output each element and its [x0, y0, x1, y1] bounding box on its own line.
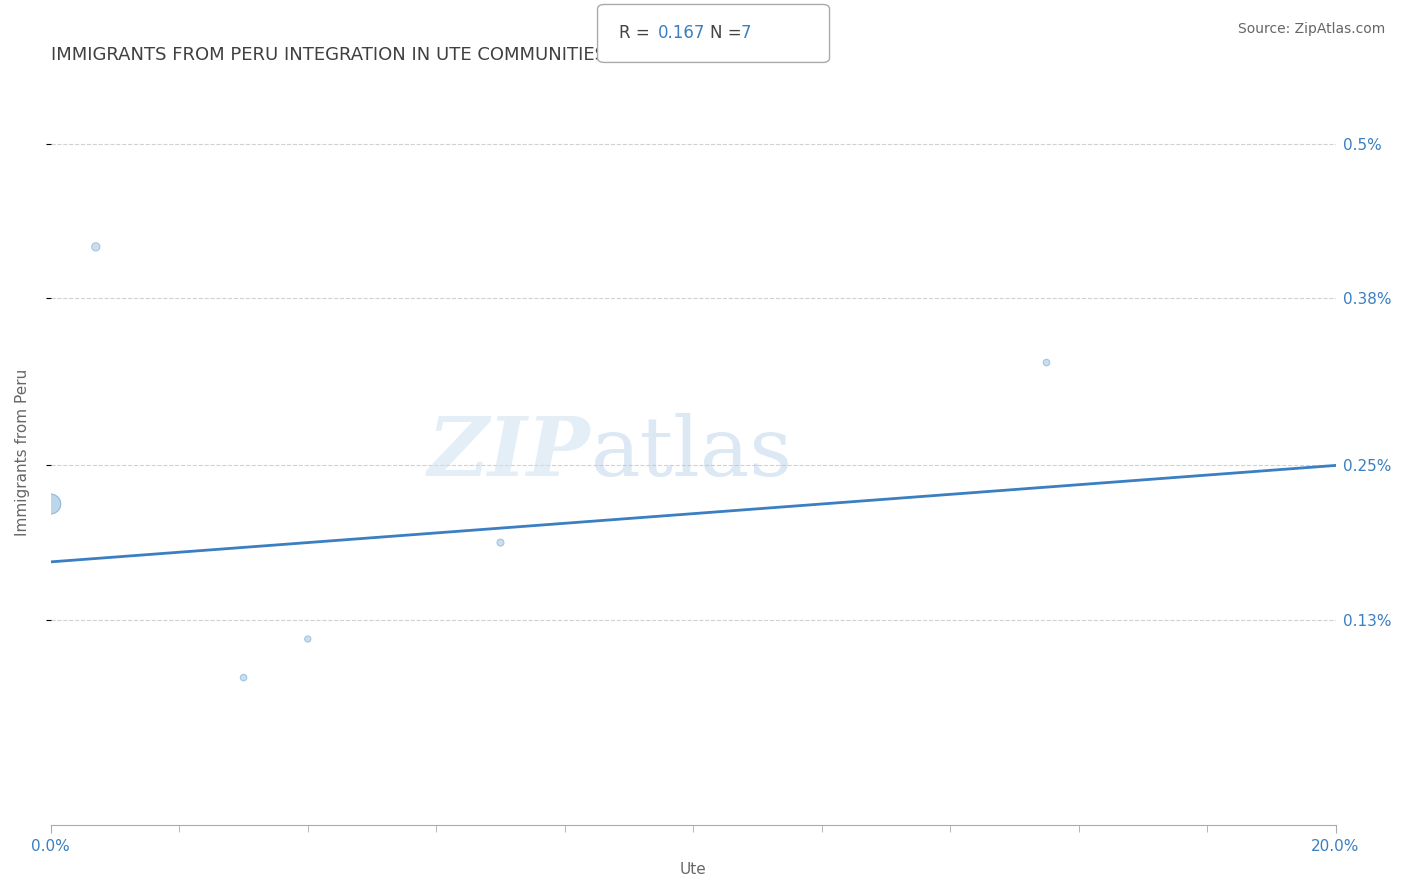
- Point: [39, 497, 62, 511]
- Point: [1035, 355, 1057, 369]
- Text: N =: N =: [710, 24, 747, 43]
- Text: ZIP: ZIP: [427, 413, 591, 492]
- Text: R =: R =: [619, 24, 655, 43]
- Text: Source: ZipAtlas.com: Source: ZipAtlas.com: [1237, 22, 1385, 37]
- Y-axis label: Immigrants from Peru: Immigrants from Peru: [15, 369, 30, 536]
- Text: atlas: atlas: [591, 413, 793, 492]
- Point: [297, 632, 319, 646]
- Point: [39, 497, 62, 511]
- Point: [84, 240, 107, 254]
- Point: [232, 671, 254, 685]
- X-axis label: Ute: Ute: [681, 862, 707, 877]
- Text: IMMIGRANTS FROM PERU INTEGRATION IN UTE COMMUNITIES: IMMIGRANTS FROM PERU INTEGRATION IN UTE …: [51, 46, 606, 64]
- Text: 7: 7: [741, 24, 751, 43]
- Text: 0.167: 0.167: [658, 24, 706, 43]
- Point: [489, 535, 512, 549]
